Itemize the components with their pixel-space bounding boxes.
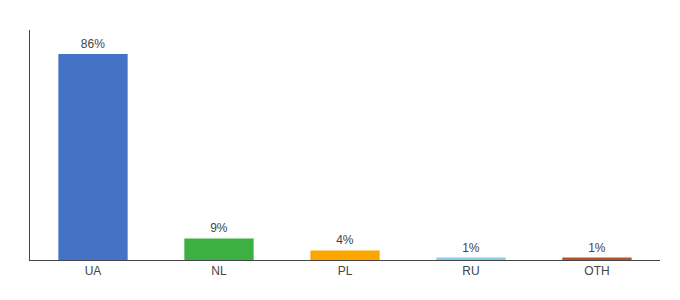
svg-text:9%: 9% xyxy=(210,221,228,235)
svg-text:OTH: OTH xyxy=(584,264,609,278)
svg-text:4%: 4% xyxy=(336,233,354,247)
svg-text:PL: PL xyxy=(338,264,353,278)
svg-text:86%: 86% xyxy=(81,37,105,51)
svg-text:1%: 1% xyxy=(462,241,480,255)
svg-text:1%: 1% xyxy=(588,241,606,255)
svg-text:NL: NL xyxy=(211,264,227,278)
svg-text:UA: UA xyxy=(85,264,102,278)
svg-text:RU: RU xyxy=(462,264,479,278)
